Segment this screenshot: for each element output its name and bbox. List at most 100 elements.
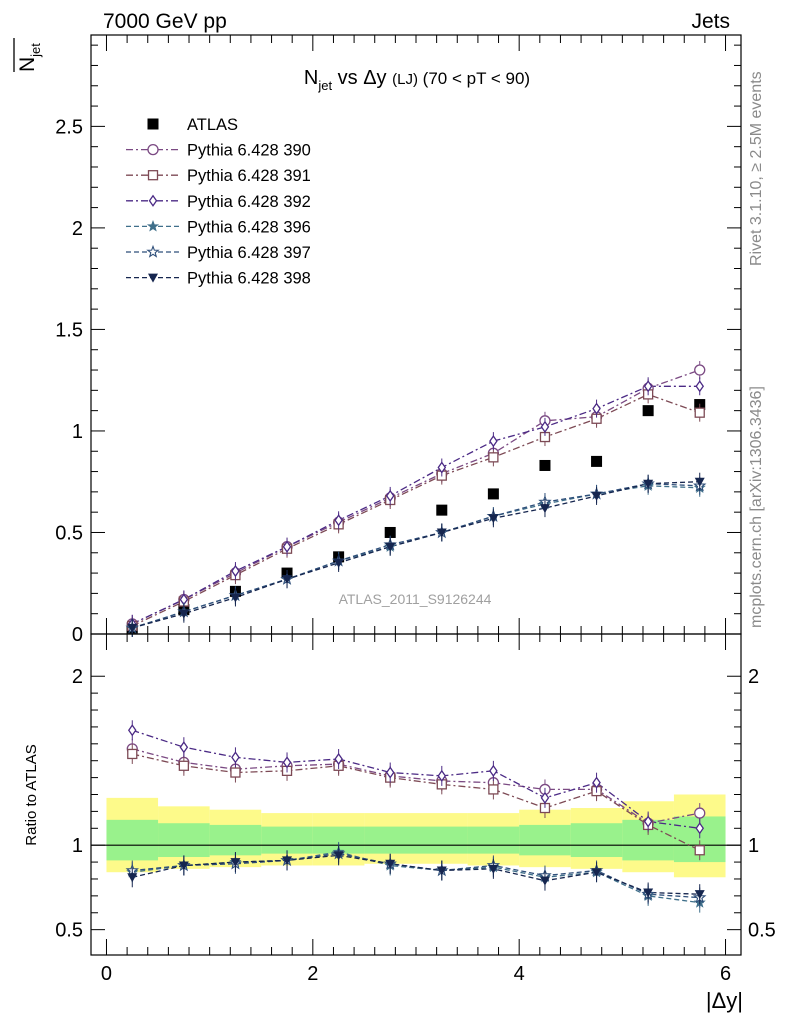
series-0-point	[384, 526, 396, 538]
ratio-series-5-point	[488, 864, 499, 874]
ratio-panel: 0.5 0.5 1 1 2 2 0 2 4 6	[55, 633, 776, 985]
series-6-point	[178, 609, 189, 619]
main-y-tick-label: 2	[72, 218, 83, 240]
legend-label: Pythia 6.428 391	[187, 167, 311, 185]
legend-marker	[148, 194, 158, 207]
ratio-series-5-point	[127, 873, 138, 883]
ratio-series-2-point	[643, 815, 653, 828]
ratio-series-2-point	[127, 724, 137, 737]
chart-title-range: (70 < pT < 90)	[418, 69, 530, 88]
series-6-point	[539, 504, 550, 514]
ratio-series-2-point	[179, 741, 189, 754]
main-y-tick-label: 2.5	[55, 116, 83, 138]
legend-marker	[146, 244, 160, 258]
energy-label: 7000 GeV pp	[103, 10, 227, 33]
series-6-point	[385, 542, 396, 552]
ratio-series-1-point	[488, 784, 499, 795]
ratio-series-2-point	[385, 766, 395, 779]
ratio-series-5-point	[643, 888, 654, 898]
ratio-series-5-point	[333, 851, 344, 861]
legend-marker	[147, 143, 159, 156]
legend-label: Pythia 6.428 392	[187, 193, 311, 211]
chart-title-n: N	[304, 67, 318, 89]
series-line-3	[132, 385, 700, 625]
analysis-watermark: ATLAS_2011_S9126244	[339, 591, 492, 607]
series-line-1	[132, 369, 700, 625]
x-tick-label: 0	[101, 963, 112, 985]
ratio-series-line-1	[132, 753, 700, 851]
x-tick-label: 6	[720, 963, 731, 985]
category-label: Jets	[691, 10, 730, 33]
ratio-series-2-point	[592, 776, 601, 789]
main-ylabel-n: N	[16, 57, 39, 72]
ratio-y-tick-label: 2	[72, 666, 83, 688]
ratio-plot-frame	[90, 633, 742, 956]
series-0-point	[591, 455, 603, 467]
chart-title-sub: jet	[317, 78, 332, 93]
ratio-series-2-point	[540, 791, 550, 805]
main-y-tick-label: 1	[72, 421, 83, 443]
ratio-series-5-point	[230, 858, 241, 868]
uncertainty-band-green	[519, 824, 571, 856]
series-6-point	[591, 491, 602, 501]
ratio-series-2-point	[437, 769, 447, 783]
ratio-series-2-point	[695, 822, 705, 835]
svg-text:Njet: Njet	[16, 43, 43, 72]
legend-marker	[147, 118, 159, 130]
main-y-axis-title: Njet	[13, 38, 43, 72]
uncertainty-band-green	[364, 826, 416, 854]
ratio-series-1-point	[694, 845, 705, 856]
uncertainty-band-green	[158, 823, 210, 858]
series-6-point	[127, 623, 138, 633]
ratio-series-1-point	[230, 767, 241, 778]
series-3-point	[231, 564, 240, 578]
legend-marker	[148, 273, 158, 283]
ratio-series-5-point	[591, 868, 602, 878]
series-6-point	[230, 593, 241, 603]
series-6-point	[333, 558, 344, 568]
ratio-series-5-point	[385, 859, 396, 869]
series-line-5	[132, 483, 700, 629]
ratio-series-2-point	[231, 751, 240, 764]
ratio-y-tick-label-right: 2	[748, 666, 759, 688]
main-ylabel-sub: jet	[28, 43, 43, 58]
uncertainty-band-green	[106, 819, 159, 861]
legend-marker	[147, 170, 159, 181]
legend-label: Pythia 6.428 398	[187, 270, 311, 288]
main-y-tick-label: 0.5	[55, 522, 83, 544]
uncertainty-band-green	[570, 823, 623, 858]
series-3-point	[334, 514, 343, 527]
side-label-bottom: mcplots.cern.ch [arXiv:1306.3436]	[748, 386, 765, 628]
ratio-series-1-point	[178, 760, 190, 771]
x-tick-label: 4	[514, 963, 525, 985]
legend-label: Pythia 6.428 397	[187, 244, 311, 262]
series-0-point	[539, 459, 551, 471]
series-0-point	[487, 488, 499, 500]
series-3-point	[489, 434, 498, 448]
ratio-series-line-2	[132, 729, 700, 829]
ratio-y-tick-label-right: 1	[748, 835, 759, 857]
series-6-point	[488, 514, 499, 524]
ratio-series-1-point	[127, 748, 138, 760]
chart-title: Njet vs Δy (LJ) (70 < pT < 90)	[304, 67, 530, 93]
main-y-tick-label: 0	[72, 624, 83, 646]
series-line-6	[132, 481, 700, 629]
x-tick-label: 2	[307, 963, 318, 985]
ratio-series-2-point	[489, 764, 498, 777]
ratio-series-0-point	[694, 807, 706, 819]
ratio-series-5-point	[436, 866, 447, 876]
ratio-series-2-point	[334, 752, 343, 766]
series-0-point	[642, 405, 654, 417]
series-6-point	[694, 477, 705, 487]
ratio-series-2-point	[282, 756, 292, 769]
legend-marker	[146, 220, 160, 232]
legend: ATLAS Pythia 6.428 390 Pythia 6.428 391 Pyt…	[126, 116, 311, 288]
uncertainty-band-green	[209, 824, 262, 856]
series-2-point	[694, 407, 705, 418]
ratio-y-axis-title: Ratio to ATLAS	[23, 744, 40, 845]
series-0-point	[436, 504, 448, 516]
series-3-point	[695, 380, 705, 393]
series-line-2	[132, 393, 700, 627]
